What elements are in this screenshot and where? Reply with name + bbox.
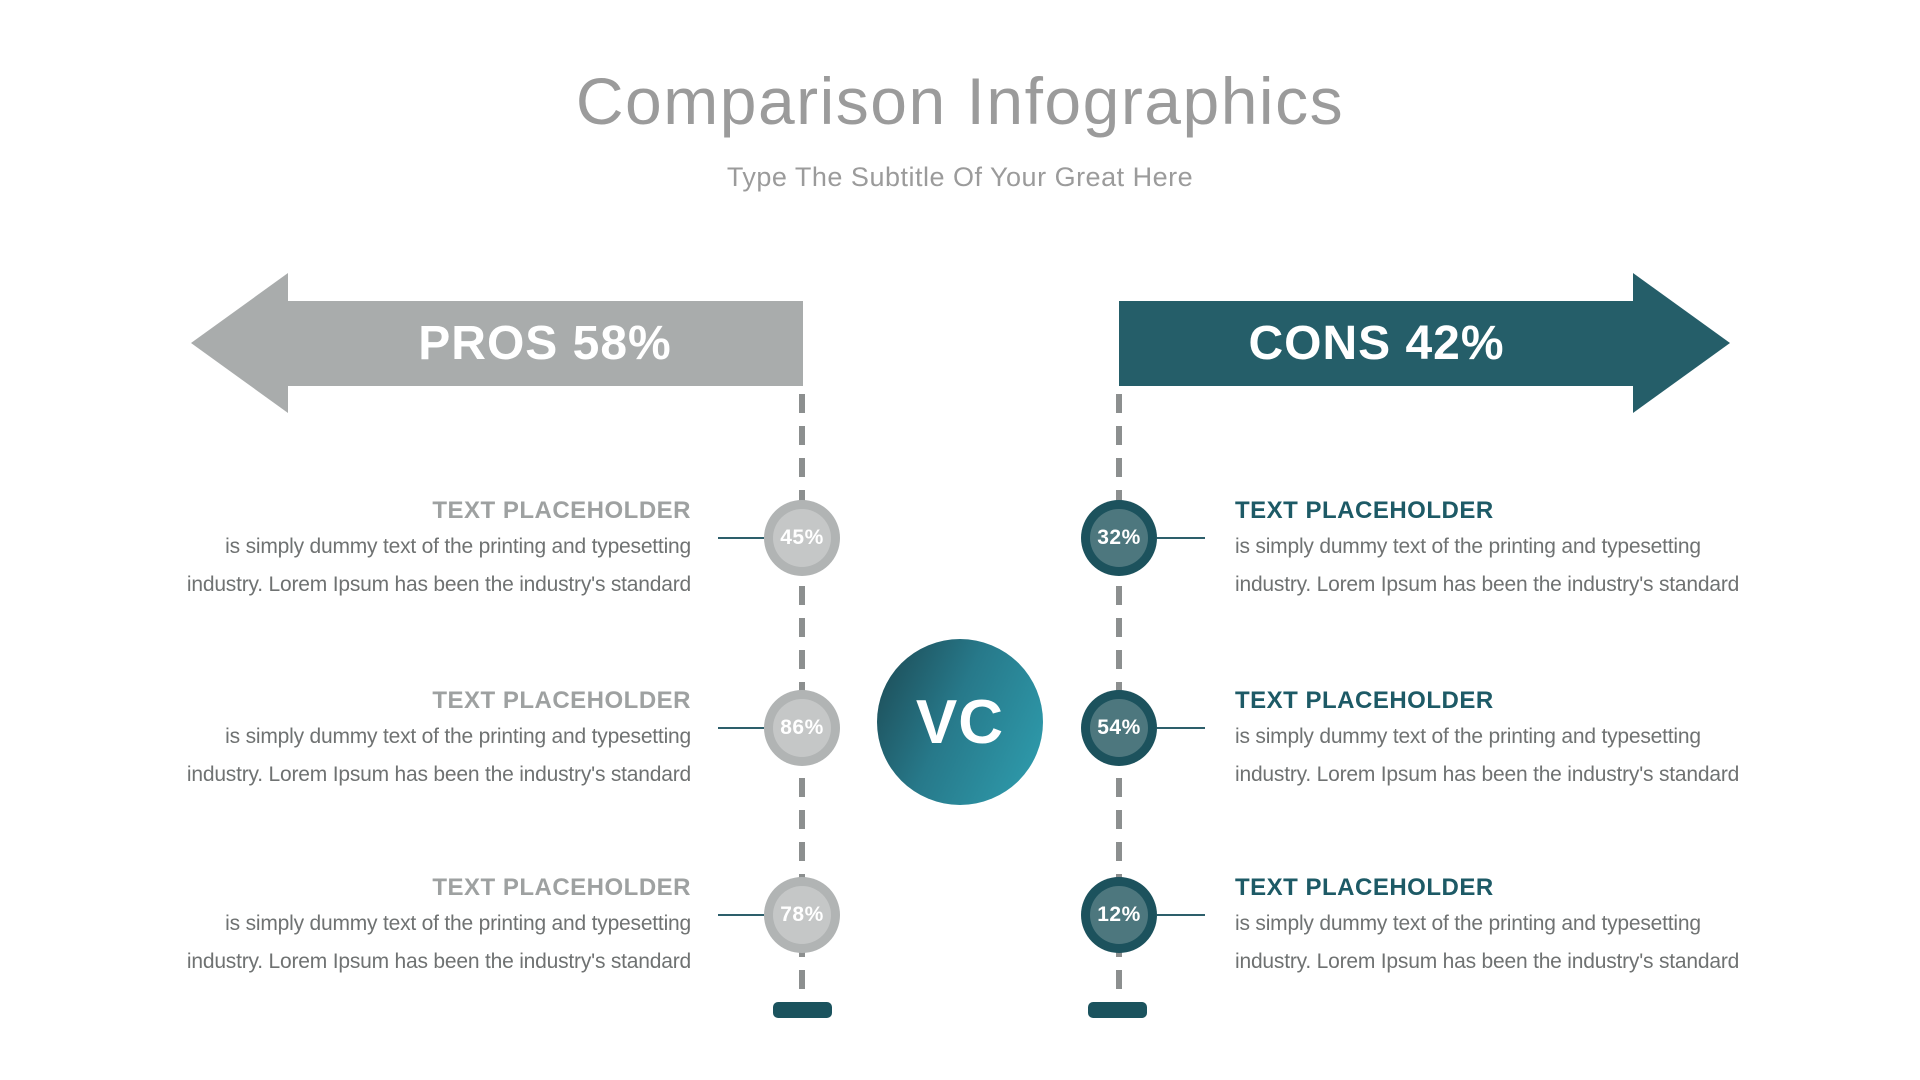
row-body-line1: is simply dummy text of the printing and… <box>1235 912 1701 935</box>
cons-row-1-percent-badge: 32% <box>1081 500 1157 576</box>
cons-row-3-connector <box>1157 914 1205 916</box>
cons-row-1: TEXT PLACEHOLDER is simply dummy text of… <box>1235 494 1755 604</box>
row-body-line1: is simply dummy text of the printing and… <box>1235 535 1701 558</box>
pros-row-2-connector <box>718 727 764 729</box>
pros-row-2: TEXT PLACEHOLDER is simply dummy text of… <box>171 684 691 794</box>
percent-value: 45% <box>780 526 824 549</box>
pros-row-3-percent-badge: 78% <box>764 877 840 953</box>
row-heading: TEXT PLACEHOLDER <box>432 874 691 901</box>
row-body-line2: industry. Lorem Ipsum has been the indus… <box>1235 763 1740 786</box>
percent-value: 86% <box>780 716 824 739</box>
row-heading: TEXT PLACEHOLDER <box>432 687 691 714</box>
percent-value: 12% <box>1097 903 1141 926</box>
percent-value: 32% <box>1097 526 1141 549</box>
row-body-line2: industry. Lorem Ipsum has been the indus… <box>186 950 691 973</box>
row-heading: TEXT PLACEHOLDER <box>1235 874 1494 901</box>
cons-row-3: TEXT PLACEHOLDER is simply dummy text of… <box>1235 871 1755 981</box>
right-timeline-endcap <box>1088 1002 1147 1018</box>
center-badge: VC <box>877 639 1043 805</box>
page-subtitle: Type The Subtitle Of Your Great Here <box>726 162 1194 192</box>
row-body-line1: is simply dummy text of the printing and… <box>225 535 691 558</box>
pros-row-1-percent-badge: 45% <box>764 500 840 576</box>
cons-arrow-label: CONS 42% <box>1248 317 1505 370</box>
left-timeline-endcap <box>773 1002 832 1018</box>
percent-value: 54% <box>1097 716 1141 739</box>
row-body-line2: industry. Lorem Ipsum has been the indus… <box>186 573 691 596</box>
pros-row-1-connector <box>718 537 764 539</box>
row-body-line1: is simply dummy text of the printing and… <box>1235 725 1701 748</box>
center-badge-label: VC <box>915 687 1005 757</box>
row-heading: TEXT PLACEHOLDER <box>1235 497 1494 524</box>
row-body-line2: industry. Lorem Ipsum has been the indus… <box>1235 950 1740 973</box>
cons-row-3-percent-badge: 12% <box>1081 877 1157 953</box>
pros-arrow: PROS 58% <box>287 301 803 386</box>
pros-row-2-percent-badge: 86% <box>764 690 840 766</box>
cons-arrow: CONS 42% <box>1119 301 1634 386</box>
cons-row-2-percent-badge: 54% <box>1081 690 1157 766</box>
pros-arrow-head-icon <box>191 273 288 413</box>
pros-row-3: TEXT PLACEHOLDER is simply dummy text of… <box>171 871 691 981</box>
row-body-line1: is simply dummy text of the printing and… <box>225 725 691 748</box>
cons-arrow-head-icon <box>1633 273 1730 413</box>
cons-row-2: TEXT PLACEHOLDER is simply dummy text of… <box>1235 684 1755 794</box>
page-title: Comparison Infographics <box>575 64 1345 138</box>
cons-row-1-connector <box>1157 537 1205 539</box>
pros-row-3-connector <box>718 914 764 916</box>
row-body-line2: industry. Lorem Ipsum has been the indus… <box>1235 573 1740 596</box>
cons-row-2-connector <box>1157 727 1205 729</box>
row-heading: TEXT PLACEHOLDER <box>1235 687 1494 714</box>
pros-arrow-label: PROS 58% <box>418 317 672 370</box>
row-body-line1: is simply dummy text of the printing and… <box>225 912 691 935</box>
row-heading: TEXT PLACEHOLDER <box>432 497 691 524</box>
pros-row-1: TEXT PLACEHOLDER is simply dummy text of… <box>171 494 691 604</box>
percent-value: 78% <box>780 903 824 926</box>
row-body-line2: industry. Lorem Ipsum has been the indus… <box>186 763 691 786</box>
